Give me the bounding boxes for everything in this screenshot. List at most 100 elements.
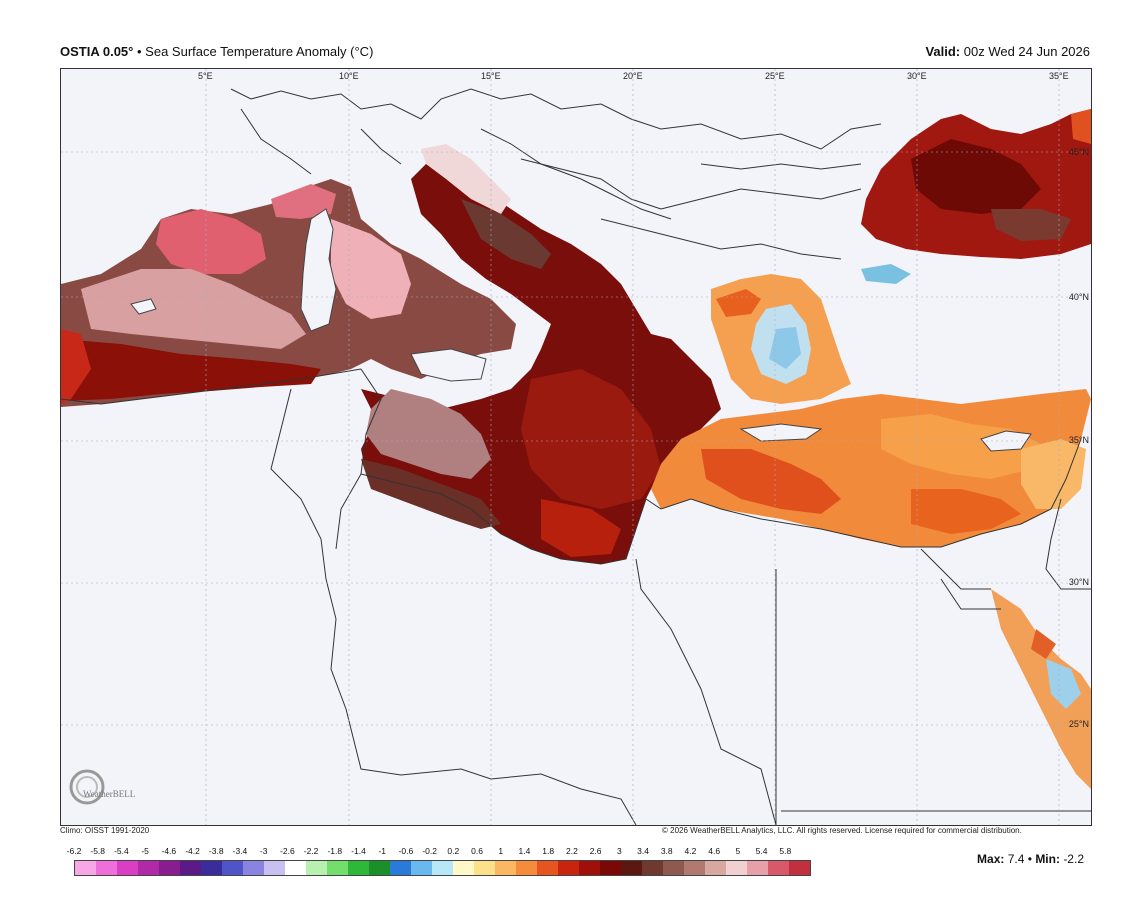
valid-label: Valid: (925, 44, 961, 59)
anomaly-patch (911, 139, 1041, 214)
color-scale-tick: -1.8 (327, 846, 343, 856)
anomaly-patch (61, 339, 321, 401)
product-name: OSTIA 0.05° (60, 44, 134, 59)
color-scale-tick: -0.2 (422, 846, 437, 856)
anomaly-patch (1071, 109, 1091, 144)
color-swatch (579, 861, 600, 875)
color-scale-tick: -6.2 (66, 846, 82, 856)
color-scale-tick: -3 (259, 846, 268, 856)
lon-label-35e: 35°E (1049, 71, 1069, 81)
color-scale-tick: -4.6 (161, 846, 177, 856)
color-scale-tick: -3.8 (208, 846, 224, 856)
color-swatch (558, 861, 579, 875)
lon-label-10e: 10°E (339, 71, 359, 81)
corsica-sardinia (300, 208, 337, 332)
lon-label-5e: 5°E (198, 71, 213, 81)
lon-label-15e: 15°E (481, 71, 501, 81)
anomaly-patch (991, 209, 1071, 241)
color-swatch (453, 861, 474, 875)
color-swatch (684, 861, 705, 875)
lat-label-25n: 25°N (1068, 719, 1089, 729)
color-scale-swatches (74, 860, 811, 876)
marmara-sea (861, 264, 911, 284)
lat-label-40n: 40°N (1068, 292, 1089, 302)
color-scale-tick: 5 (735, 846, 741, 856)
color-swatch (285, 861, 306, 875)
map-title: Sea Surface Temperature Anomaly (°C) (145, 44, 374, 59)
color-scale-tick: -1.4 (351, 846, 366, 856)
graticule (61, 69, 1091, 825)
anomaly-patch (271, 184, 336, 219)
lon-label-25e: 25°E (765, 71, 785, 81)
color-swatch (432, 861, 453, 875)
color-scale-tick: 3.4 (637, 846, 649, 856)
color-scale-tick: -5.8 (90, 846, 106, 856)
color-scale-tick: 2.2 (565, 846, 578, 856)
color-swatch (747, 861, 768, 875)
header-title: OSTIA 0.05° • Sea Surface Temperature An… (60, 44, 373, 59)
header-bullet: • (136, 44, 142, 59)
color-scale-tick: -1 (378, 846, 386, 856)
color-scale-tick: 1 (498, 846, 504, 856)
anomaly-patch (1021, 439, 1086, 509)
color-swatch (789, 861, 810, 875)
color-swatch (726, 861, 747, 875)
lon-label-20e: 20°E (623, 71, 643, 81)
color-scale-tick: 5.4 (755, 846, 768, 856)
climatology-note: Climo: OISST 1991-2020 (60, 826, 150, 835)
color-scale-tick: -2.6 (280, 846, 295, 856)
color-swatch (621, 861, 642, 875)
anomaly-patch (716, 289, 761, 317)
sicily (410, 348, 487, 382)
color-swatch (201, 861, 222, 875)
color-scale-tick: -3.4 (232, 846, 248, 856)
color-scale-tick: 2.6 (589, 846, 602, 856)
anomaly-patch (701, 449, 841, 514)
balearic-islands (130, 298, 157, 315)
red-sea (991, 589, 1091, 789)
valid-value: 00z Wed 24 Jun 2026 (963, 44, 1090, 59)
color-swatch (390, 861, 411, 875)
color-scale-tick: 0.6 (471, 846, 483, 856)
color-scale-tick: 3.8 (660, 846, 673, 856)
color-scale-tick: -5 (141, 846, 149, 856)
lat-label-30n: 30°N (1068, 577, 1089, 587)
color-swatch (243, 861, 264, 875)
color-swatch (306, 861, 327, 875)
anomaly-patch (461, 199, 551, 269)
crete (739, 423, 823, 442)
color-scale-ticks: -6.2 -5.8 -5.4 -5 -4.6 -4.2 -3.8 -3.4 -3 -2.6 -2.2… (62, 846, 802, 858)
color-swatch (537, 861, 558, 875)
anomaly-patch (81, 269, 306, 349)
anomaly-patch (1031, 629, 1056, 659)
color-swatch (327, 861, 348, 875)
color-swatch (348, 861, 369, 875)
anomaly-patch (331, 219, 411, 319)
anomaly-patch (541, 499, 621, 557)
min-label: Min: (1035, 852, 1060, 866)
map-header: OSTIA 0.05° • Sea Surface Temperature An… (60, 44, 1090, 64)
color-swatch (411, 861, 432, 875)
color-swatch (663, 861, 684, 875)
color-swatch (180, 861, 201, 875)
stats-separator: • (1027, 852, 1032, 866)
color-swatch (516, 861, 537, 875)
color-swatch (600, 861, 621, 875)
color-scale: -6.2 -5.8 -5.4 -5 -4.6 -4.2 -3.8 -3.4 -3 -2.6 -2.2… (62, 846, 811, 880)
color-scale-tick: 3 (616, 846, 622, 856)
lon-label-30e: 30°E (907, 71, 927, 81)
anomaly-patch (61, 329, 91, 404)
anomaly-patch (1046, 659, 1081, 709)
anomaly-patch (911, 489, 1021, 534)
anomaly-patch (521, 369, 661, 509)
color-swatch (96, 861, 117, 875)
anomaly-patch (366, 389, 491, 479)
anomaly-patch (421, 144, 511, 214)
sst-anomaly-map: 5°E 10°E 15°E 20°E 25°E 30°E 35°E 45°N 4… (60, 68, 1092, 826)
color-swatch (768, 861, 789, 875)
color-swatch (75, 861, 96, 875)
anomaly-patch (156, 209, 266, 274)
color-swatch (159, 861, 180, 875)
color-swatch (117, 861, 138, 875)
color-swatch (474, 861, 495, 875)
